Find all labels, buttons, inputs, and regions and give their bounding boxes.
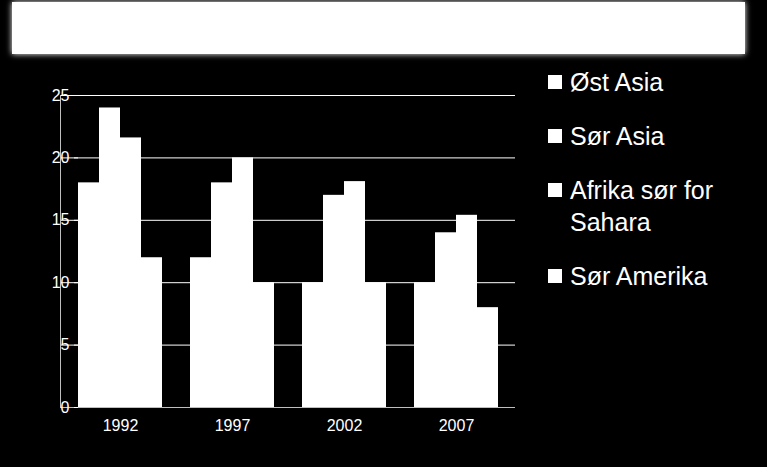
html-text:Sør Asia: Sør Asia bbox=[570, 122, 665, 150]
svg-text:10: 10 bbox=[52, 274, 70, 291]
html-text:Afrika sør for Sahara: Afrika sør for Sahara bbox=[570, 176, 714, 236]
html-text:Øst Asia: Øst Asia bbox=[570, 68, 664, 96]
svg-text:5: 5 bbox=[61, 336, 70, 353]
svg-text:15: 15 bbox=[52, 211, 70, 228]
svg-text:25: 25 bbox=[52, 87, 70, 104]
svg-text:2002: 2002 bbox=[327, 417, 363, 434]
svg-text:0: 0 bbox=[61, 399, 70, 416]
svg-text:1997: 1997 bbox=[215, 417, 251, 434]
html-text:Sør Amerika: Sør Amerika bbox=[570, 262, 708, 290]
svg-text:2007: 2007 bbox=[439, 417, 475, 434]
svg-text:1992: 1992 bbox=[103, 417, 139, 434]
svg-text:20: 20 bbox=[52, 149, 70, 166]
